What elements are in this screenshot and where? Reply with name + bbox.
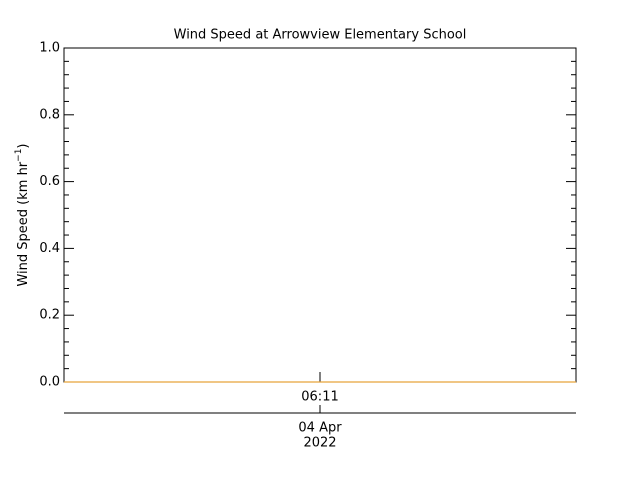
date-day: 04 Apr: [298, 421, 342, 436]
y-tick-label: 0.8: [39, 107, 60, 122]
y-tick-label: 0.4: [39, 241, 60, 256]
y-label-end: ): [16, 143, 31, 148]
y-tick-label: 1.0: [39, 41, 60, 56]
y-axis-label: Wind Speed (km hr−1): [14, 143, 31, 286]
y-tick-label: 0.0: [39, 375, 60, 390]
y-label-main: Wind Speed (km hr: [16, 161, 31, 286]
y-label-sup: −1: [14, 149, 24, 162]
plot-frame: [63, 47, 577, 383]
date-year: 2022: [303, 436, 336, 451]
y-tick-label: 0.2: [39, 308, 60, 323]
x-tick-label: 06:11: [301, 390, 338, 405]
chart-title: Wind Speed at Arrowview Elementary Schoo…: [174, 28, 467, 43]
y-tick-label: 0.6: [39, 174, 60, 189]
